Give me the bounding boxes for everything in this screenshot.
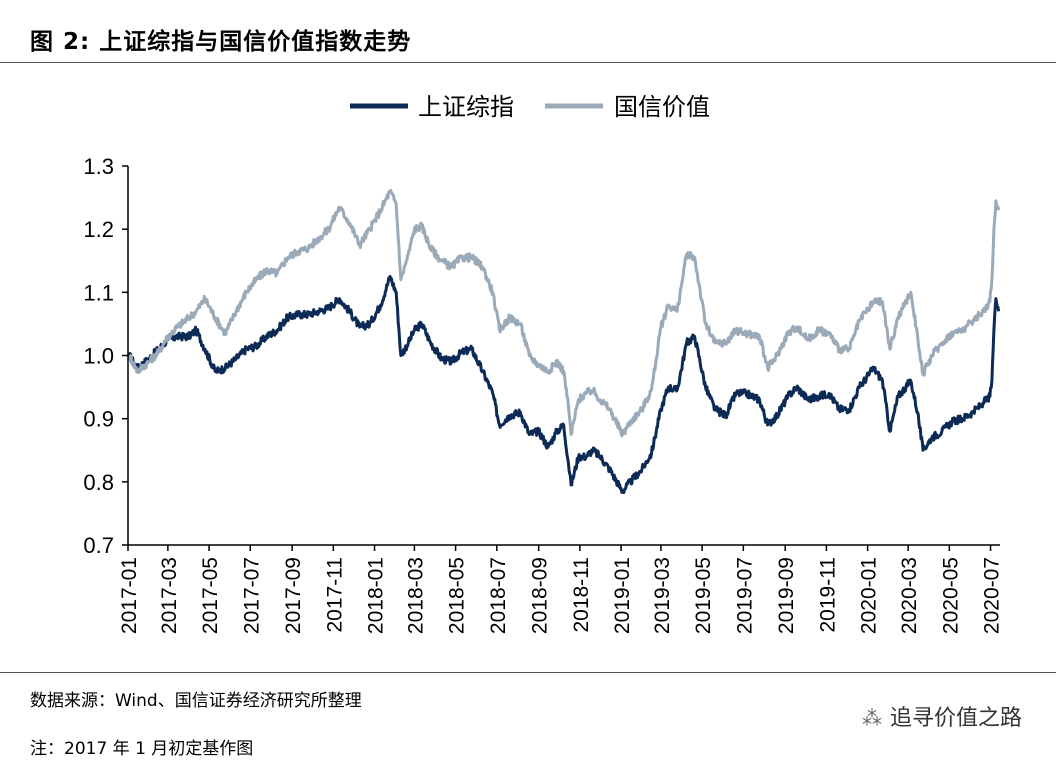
x-tick-label: 2018-05 bbox=[446, 557, 469, 634]
y-tick-label: 1.3 bbox=[83, 154, 114, 179]
x-tick-label: 2020-03 bbox=[898, 557, 921, 634]
x-tick-label: 2017-09 bbox=[282, 557, 305, 634]
legend-label-sse-composite: 上证综指 bbox=[418, 93, 514, 121]
x-tick-label: 2020-05 bbox=[939, 557, 962, 634]
x-tick-label: 2019-09 bbox=[775, 557, 798, 634]
watermark: ⁂ 追寻价值之路 bbox=[862, 700, 1022, 732]
x-tick-label: 2019-01 bbox=[611, 557, 634, 634]
y-tick-label: 0.7 bbox=[83, 533, 114, 558]
axes-layer: 0.7 0.8 0.9 1.0 1.1 1.2 1.3 2017-01 2017-03 2017-… bbox=[83, 154, 1003, 634]
line-chart: 上证综指 国信价值 0.7 0.8 0.9 1.0 1.1 1.2 1.3 2017-01 201… bbox=[83, 93, 1003, 634]
x-tick-label: 2017-05 bbox=[199, 557, 222, 634]
y-tick-label: 1.0 bbox=[83, 344, 114, 369]
x-tick-label: 2017-01 bbox=[118, 557, 141, 634]
title-bar: 图 2: 上证综指与国信价值指数走势 bbox=[0, 0, 1056, 62]
x-tick-label: 2018-01 bbox=[365, 557, 388, 634]
x-tick-label: 2020-07 bbox=[981, 557, 1004, 634]
watermark-text: 追寻价值之路 bbox=[889, 706, 1022, 731]
series-line-guoxin-value bbox=[127, 189, 1001, 438]
wechat-icon: ⁂ bbox=[861, 706, 882, 730]
y-tick-label: 0.8 bbox=[83, 470, 114, 495]
page-title: 图 2: 上证综指与国信价值指数走势 bbox=[30, 29, 412, 55]
x-tick-label: 2018-09 bbox=[529, 557, 552, 634]
x-tick-label: 2018-11 bbox=[570, 557, 593, 633]
y-tick-label: 1.1 bbox=[83, 280, 114, 305]
legend-label-guoxin-value: 国信价值 bbox=[614, 93, 710, 121]
y-tick-label: 1.2 bbox=[83, 217, 114, 242]
top-divider bbox=[0, 62, 1056, 63]
x-tick-label: 2019-03 bbox=[651, 557, 674, 634]
x-tick-label: 2019-05 bbox=[692, 557, 715, 634]
x-tick-label: 2020-01 bbox=[858, 557, 881, 634]
x-tick-label: 2019-07 bbox=[733, 557, 756, 634]
chart-legend: 上证综指 国信价值 bbox=[350, 93, 710, 121]
x-tick-label: 2018-07 bbox=[487, 557, 510, 634]
y-tick-label: 0.9 bbox=[83, 407, 114, 432]
baseline-note: 注：2017 年 1 月初定基作图 bbox=[30, 739, 254, 759]
series-layer bbox=[127, 189, 1001, 495]
x-tick-label: 2019-11 bbox=[816, 557, 839, 633]
x-tick-label: 2017-03 bbox=[158, 557, 181, 634]
data-source-note: 数据来源：Wind、国信证券经济研究所整理 bbox=[30, 691, 362, 711]
x-tick-label: 2018-03 bbox=[404, 557, 427, 634]
bottom-divider bbox=[0, 672, 1056, 673]
series-line-sse-composite bbox=[127, 275, 1001, 495]
x-tick-label: 2017-07 bbox=[240, 557, 263, 634]
x-tick-label: 2017-11 bbox=[323, 557, 346, 633]
